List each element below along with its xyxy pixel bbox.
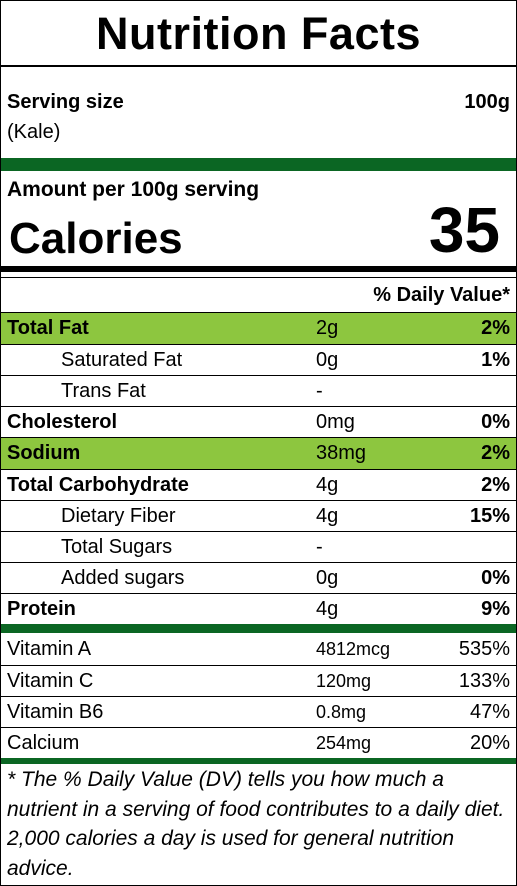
nutrient-row-cholesterol: Cholesterol 0mg 0% [1, 407, 516, 438]
daily-value-header: % Daily Value* [373, 284, 510, 306]
divider [1, 469, 516, 470]
nutrient-amount: 4g [316, 598, 339, 620]
nutrient-dv: 9% [481, 598, 510, 620]
nutrient-name: Trans Fat [61, 380, 146, 402]
nutrient-row-saturated-fat: Saturated Fat 0g 1% [1, 345, 516, 376]
amount-per-serving: Amount per 100g serving [7, 178, 260, 201]
nutrient-row-total-fat: Total Fat 2g 2% [1, 313, 516, 344]
vitamin-dv: 535% [458, 638, 510, 660]
nutrient-row-dietary-fiber: Dietary Fiber 4g 15% [1, 501, 516, 532]
nutrient-dv: 0% [481, 411, 510, 433]
nutrient-dv: 15% [469, 505, 510, 527]
nutrient-dv: 2% [481, 317, 510, 339]
divider [1, 665, 516, 666]
vitamin-amount: 0.8mg [316, 702, 367, 722]
serving-size-row: Serving size 100g [7, 87, 510, 117]
nutrient-row-protein: Protein 4g 9% [1, 594, 516, 625]
serving-size-label: Serving size [7, 91, 124, 113]
vitamin-dv: 133% [458, 670, 510, 692]
vitamin-dv: 47% [469, 701, 510, 723]
nutrient-name: Cholesterol [7, 411, 118, 433]
vitamin-name: Vitamin A [7, 638, 92, 660]
divider [1, 562, 516, 563]
nutrient-dv: 1% [481, 349, 510, 371]
footnote-divider [1, 758, 516, 764]
calories-label: Calories [9, 214, 183, 263]
nutrient-row-added-sugars: Added sugars 0g 0% [1, 563, 516, 594]
nutrient-amount: 0g [316, 567, 339, 589]
divider [1, 312, 516, 313]
nutrient-amount: - [316, 536, 323, 558]
vitamin-row-calcium: Calcium 254mg 20% [1, 728, 516, 759]
nutrient-dv: 2% [481, 474, 510, 496]
nutrient-amount: 4g [316, 474, 339, 496]
nutrient-name: Saturated Fat [61, 349, 183, 371]
calories-divider [1, 266, 516, 272]
nutrient-amount: - [316, 380, 323, 402]
divider [1, 344, 516, 345]
serving-food-name: (Kale) [7, 121, 61, 143]
nutrient-amount: 0g [316, 349, 339, 371]
nutrient-name: Sodium [7, 442, 81, 464]
vitamin-amount: 120mg [316, 671, 372, 691]
vitamin-name: Vitamin C [7, 670, 94, 692]
divider [1, 406, 516, 407]
nutrient-amount: 4g [316, 505, 339, 527]
vitamin-row-b6: Vitamin B6 0.8mg 47% [1, 697, 516, 728]
divider [1, 500, 516, 501]
serving-size-amount: 100g [464, 91, 510, 113]
nutrient-dv: 0% [481, 567, 510, 589]
nutrient-name: Dietary Fiber [61, 505, 176, 527]
divider [1, 593, 516, 594]
nutrient-amount: 0mg [316, 411, 355, 433]
vitamin-amount: 4812mcg [316, 639, 391, 659]
vitamin-name: Calcium [7, 732, 80, 754]
nutrient-name: Total Carbohydrate [7, 474, 189, 496]
vitamin-row-c: Vitamin C 120mg 133% [1, 666, 516, 697]
vitamin-name: Vitamin B6 [7, 701, 104, 723]
daily-value-footnote: * The % Daily Value (DV) tells you how m… [7, 768, 505, 880]
nutrient-amount: 2g [316, 317, 339, 339]
vitamin-amount: 254mg [316, 733, 372, 753]
nutrient-name: Added sugars [61, 567, 185, 589]
divider [1, 437, 516, 438]
nutrient-row-trans-fat: Trans Fat - [1, 376, 516, 407]
nutrient-row-total-carbohydrate: Total Carbohydrate 4g 2% [1, 470, 516, 501]
divider [1, 277, 516, 278]
vitamin-dv: 20% [469, 732, 510, 754]
nutrient-row-total-sugars: Total Sugars - [1, 532, 516, 563]
divider [1, 696, 516, 697]
divider [1, 375, 516, 376]
nutrient-name: Total Sugars [61, 536, 173, 558]
calories-value: 35 [428, 194, 500, 266]
thick-divider [1, 158, 516, 171]
vitamins-divider [1, 624, 516, 633]
label-title: Nutrition Facts [1, 1, 516, 67]
divider [1, 727, 516, 728]
nutrient-name: Protein [7, 598, 76, 620]
nutrient-row-sodium: Sodium 38mg 2% [1, 438, 516, 469]
divider [1, 531, 516, 532]
nutrient-dv: 2% [481, 442, 510, 464]
vitamin-row-a: Vitamin A 4812mcg 535% [1, 634, 516, 665]
nutrient-name: Total Fat [7, 317, 89, 339]
nutrient-amount: 38mg [316, 442, 367, 464]
